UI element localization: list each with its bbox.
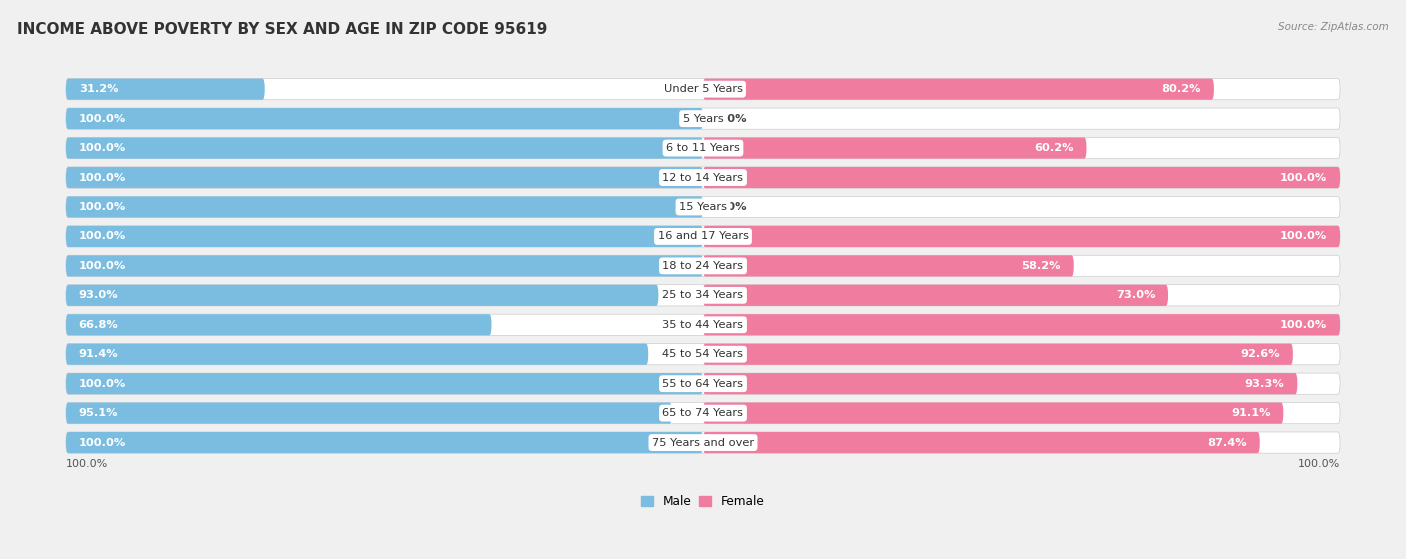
Text: 100.0%: 100.0% [1279,231,1327,241]
Text: 66.8%: 66.8% [79,320,118,330]
Text: 100.0%: 100.0% [79,143,127,153]
Legend: Male, Female: Male, Female [637,490,769,513]
Text: 93.3%: 93.3% [1244,378,1285,389]
FancyBboxPatch shape [66,285,1340,306]
FancyBboxPatch shape [703,138,1087,159]
Text: 100.0%: 100.0% [79,173,127,183]
Text: 100.0%: 100.0% [79,113,127,124]
FancyBboxPatch shape [66,138,1340,159]
FancyBboxPatch shape [66,255,1340,277]
FancyBboxPatch shape [66,167,703,188]
FancyBboxPatch shape [66,432,703,453]
Text: 100.0%: 100.0% [79,202,127,212]
FancyBboxPatch shape [703,402,1284,424]
FancyBboxPatch shape [703,226,1340,247]
Text: 45 to 54 Years: 45 to 54 Years [662,349,744,359]
FancyBboxPatch shape [66,314,1340,335]
FancyBboxPatch shape [703,285,1168,306]
FancyBboxPatch shape [66,402,672,424]
Text: Source: ZipAtlas.com: Source: ZipAtlas.com [1278,22,1389,32]
Text: 100.0%: 100.0% [1279,173,1327,183]
FancyBboxPatch shape [66,167,1340,188]
Text: 60.2%: 60.2% [1035,143,1074,153]
FancyBboxPatch shape [66,373,703,394]
FancyBboxPatch shape [66,196,1340,217]
FancyBboxPatch shape [703,373,1298,394]
Text: 16 and 17 Years: 16 and 17 Years [658,231,748,241]
Text: 58.2%: 58.2% [1022,261,1062,271]
Text: 100.0%: 100.0% [1279,320,1327,330]
Text: 0.0%: 0.0% [716,202,747,212]
Text: 91.1%: 91.1% [1232,408,1271,418]
FancyBboxPatch shape [66,344,648,365]
Text: 95.1%: 95.1% [79,408,118,418]
Text: 25 to 34 Years: 25 to 34 Years [662,290,744,300]
FancyBboxPatch shape [66,402,1340,424]
FancyBboxPatch shape [66,108,1340,129]
Text: 87.4%: 87.4% [1208,438,1247,448]
Text: 15 Years: 15 Years [679,202,727,212]
Text: 0.0%: 0.0% [716,113,747,124]
Text: Under 5 Years: Under 5 Years [664,84,742,94]
FancyBboxPatch shape [703,255,1074,277]
FancyBboxPatch shape [66,79,264,100]
Text: 12 to 14 Years: 12 to 14 Years [662,173,744,183]
FancyBboxPatch shape [66,226,703,247]
Text: INCOME ABOVE POVERTY BY SEX AND AGE IN ZIP CODE 95619: INCOME ABOVE POVERTY BY SEX AND AGE IN Z… [17,22,547,37]
Text: 18 to 24 Years: 18 to 24 Years [662,261,744,271]
FancyBboxPatch shape [66,138,703,159]
Text: 100.0%: 100.0% [66,459,108,469]
Text: 100.0%: 100.0% [79,231,127,241]
FancyBboxPatch shape [66,79,1340,100]
Text: 92.6%: 92.6% [1240,349,1279,359]
FancyBboxPatch shape [66,344,1340,365]
Text: 100.0%: 100.0% [79,378,127,389]
Text: 31.2%: 31.2% [79,84,118,94]
FancyBboxPatch shape [66,226,1340,247]
FancyBboxPatch shape [66,432,1340,453]
Text: 80.2%: 80.2% [1161,84,1201,94]
Text: 100.0%: 100.0% [79,261,127,271]
FancyBboxPatch shape [703,344,1294,365]
FancyBboxPatch shape [703,314,1340,335]
Text: 73.0%: 73.0% [1116,290,1156,300]
FancyBboxPatch shape [66,314,492,335]
FancyBboxPatch shape [66,255,703,277]
Text: 65 to 74 Years: 65 to 74 Years [662,408,744,418]
FancyBboxPatch shape [703,432,1260,453]
Text: 5 Years: 5 Years [683,113,723,124]
Text: 6 to 11 Years: 6 to 11 Years [666,143,740,153]
FancyBboxPatch shape [703,167,1340,188]
Text: 75 Years and over: 75 Years and over [652,438,754,448]
FancyBboxPatch shape [66,108,703,129]
Text: 35 to 44 Years: 35 to 44 Years [662,320,744,330]
Text: 93.0%: 93.0% [79,290,118,300]
Text: 91.4%: 91.4% [79,349,118,359]
Text: 100.0%: 100.0% [1298,459,1340,469]
FancyBboxPatch shape [703,79,1213,100]
FancyBboxPatch shape [66,285,658,306]
FancyBboxPatch shape [66,373,1340,394]
Text: 55 to 64 Years: 55 to 64 Years [662,378,744,389]
Text: 100.0%: 100.0% [79,438,127,448]
FancyBboxPatch shape [66,196,703,217]
